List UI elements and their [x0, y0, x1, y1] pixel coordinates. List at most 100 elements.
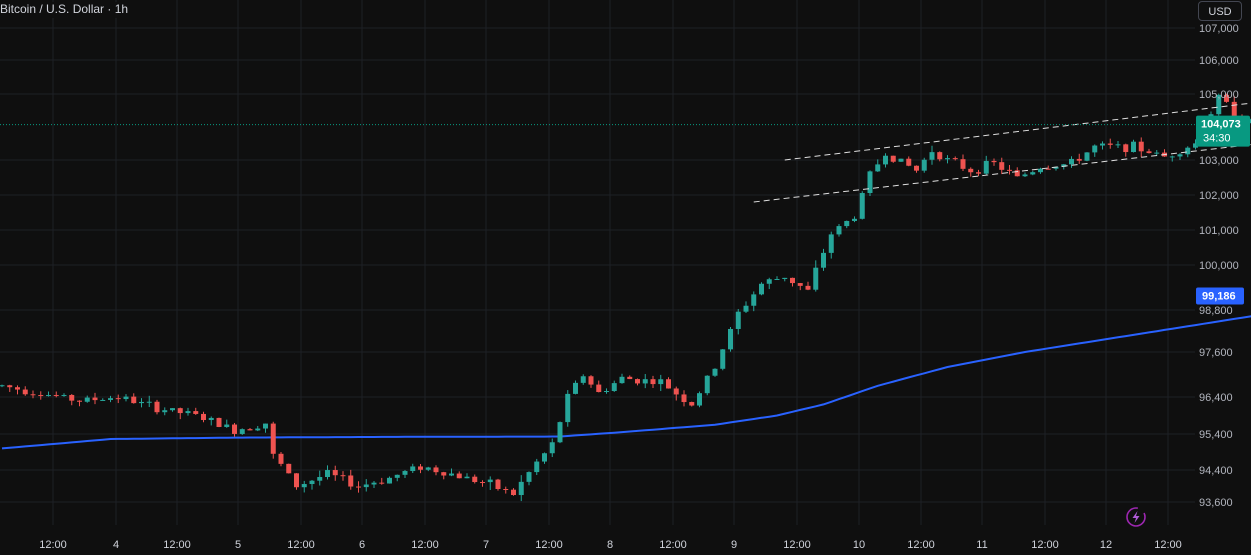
- candle[interactable]: [325, 465, 330, 480]
- candle[interactable]: [580, 374, 586, 385]
- candle[interactable]: [604, 388, 609, 394]
- candle[interactable]: [208, 416, 214, 426]
- candle[interactable]: [286, 463, 292, 474]
- candle[interactable]: [100, 398, 106, 401]
- candle[interactable]: [232, 422, 237, 437]
- candle[interactable]: [573, 380, 578, 395]
- candle[interactable]: [139, 398, 144, 408]
- candle[interactable]: [61, 393, 67, 397]
- candle[interactable]: [968, 167, 974, 177]
- candles-layer[interactable]: [0, 93, 1251, 502]
- candle[interactable]: [46, 391, 51, 397]
- currency-button[interactable]: USD: [1198, 1, 1242, 21]
- candle[interactable]: [828, 231, 834, 259]
- candle[interactable]: [836, 223, 842, 237]
- candle[interactable]: [774, 276, 780, 280]
- candle[interactable]: [627, 375, 633, 380]
- candle[interactable]: [619, 373, 625, 384]
- candle[interactable]: [867, 170, 873, 196]
- candle[interactable]: [77, 400, 82, 407]
- candle[interactable]: [518, 475, 524, 502]
- candle[interactable]: [317, 470, 323, 486]
- candle[interactable]: [201, 411, 206, 423]
- candle[interactable]: [185, 407, 191, 416]
- candle[interactable]: [410, 463, 416, 473]
- candle[interactable]: [526, 471, 532, 486]
- candle[interactable]: [495, 478, 501, 491]
- candle[interactable]: [7, 384, 13, 392]
- candle[interactable]: [906, 156, 912, 167]
- candle[interactable]: [1138, 137, 1144, 158]
- candle[interactable]: [363, 479, 369, 492]
- candle[interactable]: [294, 473, 299, 490]
- candle[interactable]: [255, 425, 261, 432]
- candle[interactable]: [821, 248, 826, 271]
- candle[interactable]: [1076, 153, 1082, 164]
- candle[interactable]: [883, 153, 888, 168]
- candle[interactable]: [945, 155, 950, 164]
- candle[interactable]: [1045, 165, 1051, 170]
- candle[interactable]: [371, 481, 377, 489]
- candle[interactable]: [534, 458, 540, 476]
- candle[interactable]: [898, 158, 904, 162]
- candle[interactable]: [1022, 172, 1028, 178]
- candle[interactable]: [565, 390, 571, 427]
- candle[interactable]: [1092, 144, 1098, 157]
- candle[interactable]: [441, 471, 447, 480]
- candle[interactable]: [301, 480, 307, 493]
- candle[interactable]: [1100, 141, 1105, 150]
- candle[interactable]: [30, 390, 36, 399]
- candle[interactable]: [681, 390, 687, 407]
- candle[interactable]: [1007, 165, 1012, 175]
- candle[interactable]: [193, 407, 199, 415]
- candle[interactable]: [487, 476, 493, 490]
- candle[interactable]: [1193, 139, 1198, 150]
- candle[interactable]: [270, 421, 276, 459]
- candle[interactable]: [1107, 138, 1113, 149]
- candle[interactable]: [720, 348, 726, 371]
- candle[interactable]: [759, 282, 764, 296]
- candle[interactable]: [1231, 95, 1237, 118]
- candle[interactable]: [84, 395, 90, 403]
- candle[interactable]: [387, 476, 392, 484]
- candle[interactable]: [1038, 167, 1043, 174]
- candle[interactable]: [394, 474, 400, 482]
- candle[interactable]: [650, 375, 656, 388]
- candle[interactable]: [418, 463, 423, 474]
- candle[interactable]: [402, 470, 408, 478]
- candle[interactable]: [108, 395, 113, 403]
- candle[interactable]: [1185, 146, 1191, 158]
- candle[interactable]: [456, 471, 462, 479]
- candle[interactable]: [131, 393, 137, 404]
- candle[interactable]: [480, 480, 485, 487]
- candle[interactable]: [960, 154, 966, 171]
- candle[interactable]: [22, 386, 28, 396]
- candle[interactable]: [15, 385, 20, 395]
- candle[interactable]: [1154, 149, 1160, 156]
- candle[interactable]: [859, 191, 865, 220]
- candle[interactable]: [844, 220, 850, 229]
- candle[interactable]: [666, 377, 671, 389]
- candle[interactable]: [704, 375, 710, 396]
- candle[interactable]: [1061, 163, 1067, 170]
- candle[interactable]: [263, 423, 268, 433]
- candle[interactable]: [224, 419, 230, 428]
- candle[interactable]: [983, 155, 989, 176]
- candle[interactable]: [1146, 148, 1152, 154]
- candle[interactable]: [1224, 93, 1229, 103]
- candle[interactable]: [712, 368, 718, 377]
- candle[interactable]: [332, 465, 338, 481]
- candle[interactable]: [356, 481, 361, 493]
- candle[interactable]: [797, 282, 803, 291]
- candle[interactable]: [673, 386, 679, 401]
- candle[interactable]: [1069, 156, 1074, 168]
- candle[interactable]: [511, 488, 516, 496]
- candle[interactable]: [805, 281, 811, 291]
- candle[interactable]: [379, 477, 385, 485]
- candle[interactable]: [1115, 141, 1121, 149]
- candle[interactable]: [658, 374, 664, 392]
- candle[interactable]: [464, 473, 470, 479]
- candle[interactable]: [611, 380, 617, 392]
- candle[interactable]: [952, 156, 958, 161]
